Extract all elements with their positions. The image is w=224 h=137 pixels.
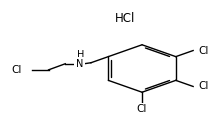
Text: HCl: HCl	[115, 12, 136, 25]
Text: Cl: Cl	[198, 45, 208, 55]
Text: H: H	[77, 50, 84, 60]
Text: N: N	[76, 59, 83, 69]
Text: Cl: Cl	[198, 82, 208, 92]
Text: Cl: Cl	[11, 65, 22, 75]
Text: Cl: Cl	[137, 104, 147, 114]
